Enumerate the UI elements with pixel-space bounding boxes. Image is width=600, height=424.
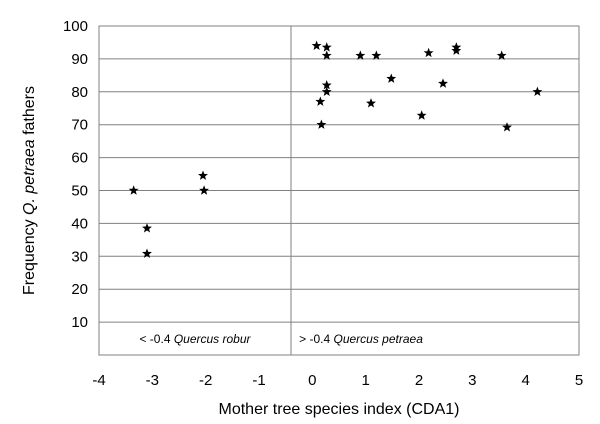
- x-tick-label: 2: [415, 372, 423, 389]
- y-tick-label: 20: [71, 281, 88, 298]
- data-point: [416, 110, 427, 120]
- data-point: [142, 248, 152, 258]
- x-tick-label: 0: [308, 372, 316, 389]
- x-tick-label: -2: [199, 372, 212, 389]
- gridlines: [99, 25, 579, 323]
- data-points: [128, 40, 543, 258]
- data-point: [321, 50, 332, 60]
- y-tick-label: 10: [71, 314, 88, 331]
- data-point: [386, 73, 397, 83]
- annotation-quercus-robur: < -0.4 Quercus robur: [139, 332, 251, 346]
- data-point: [438, 78, 448, 88]
- data-point: [371, 50, 382, 60]
- y-tick-label: 90: [71, 51, 88, 68]
- data-point: [321, 42, 332, 52]
- y-axis-title: Frequency Q. petraea fathers: [21, 86, 38, 295]
- y-tick-label: 30: [71, 248, 88, 265]
- y-tick-label: 100: [63, 18, 88, 35]
- x-tick-label: -4: [92, 372, 105, 389]
- annotation-petraea-species: Quercus petraea: [333, 332, 423, 346]
- data-point: [496, 50, 507, 60]
- x-axis-title: Mother tree species index (CDA1): [219, 401, 460, 418]
- y-tick-label: 50: [71, 183, 88, 200]
- data-point: [199, 185, 210, 195]
- y-tick-label: 80: [71, 84, 88, 101]
- data-point: [311, 40, 322, 50]
- data-point: [451, 45, 462, 55]
- data-point: [198, 170, 208, 180]
- y-axis-title-pre: Frequency: [21, 215, 38, 295]
- data-point: [366, 98, 376, 108]
- y-axis-title-post: fathers: [21, 86, 38, 139]
- data-point: [423, 47, 434, 58]
- annotation-robur-species: Quercus robur: [174, 332, 252, 346]
- data-point: [321, 80, 332, 90]
- data-point: [128, 185, 139, 195]
- y-tick-label: 60: [71, 150, 88, 167]
- x-tick-label: 3: [468, 372, 476, 389]
- data-point: [532, 86, 543, 97]
- y-tick-label: 70: [71, 117, 88, 134]
- annotation-quercus-petraea: > -0.4 Quercus petraea: [299, 332, 423, 346]
- data-point: [315, 96, 326, 106]
- x-tick-labels: -4 -3 -2 -1 0 1 2 3 4 5: [92, 372, 583, 389]
- data-point: [142, 223, 152, 233]
- x-tick-label: -1: [252, 372, 265, 389]
- annotation-robur-prefix: < -0.4: [139, 332, 173, 346]
- x-tick-label: 4: [521, 372, 529, 389]
- data-point: [316, 119, 327, 129]
- x-tick-label: -3: [146, 372, 159, 389]
- annotation-petraea-prefix: > -0.4: [299, 332, 333, 346]
- plot-area-frame: [98, 25, 580, 356]
- data-point: [321, 86, 332, 97]
- data-point: [502, 122, 512, 132]
- x-tick-label: 1: [361, 372, 369, 389]
- y-tick-label: 40: [71, 215, 88, 232]
- y-tick-labels: 10 20 30 40 50 60 70 80 90 100: [63, 18, 88, 331]
- data-point: [355, 50, 366, 60]
- x-tick-label: 5: [575, 372, 583, 389]
- y-axis-title-species: Q. petraea: [21, 139, 38, 215]
